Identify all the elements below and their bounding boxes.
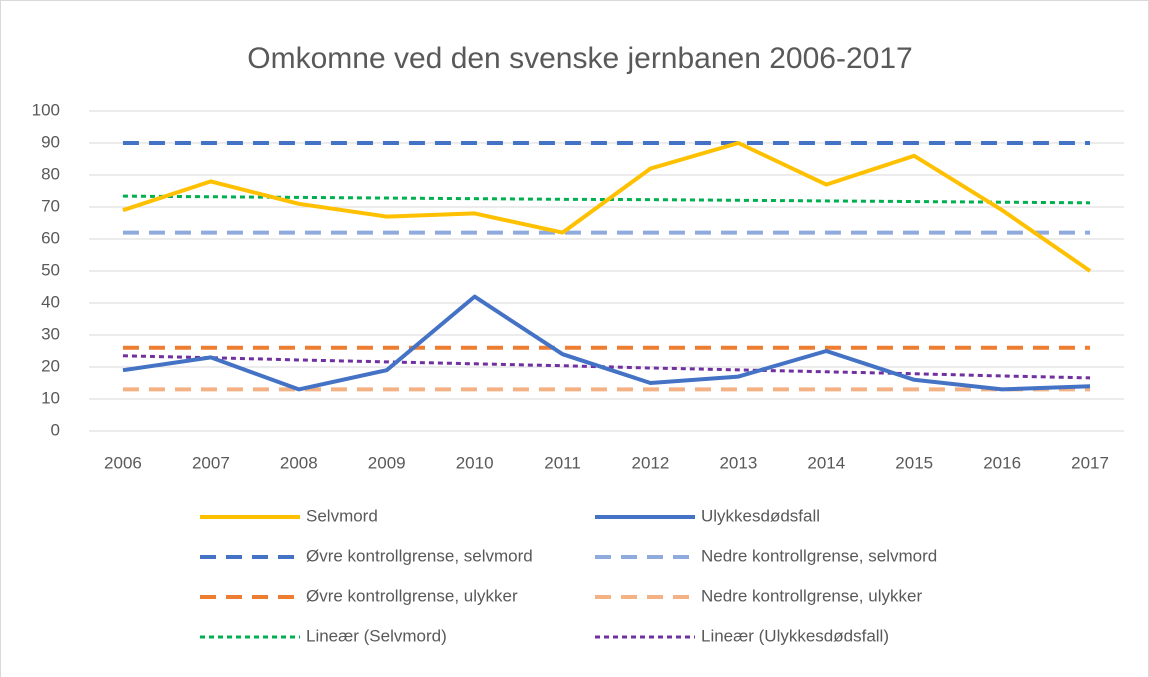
x-tick-label: 2011 (544, 453, 581, 472)
y-tick-label: 80 (41, 164, 60, 183)
legend-label: Lineær (Ulykkesdødsfall) (701, 626, 889, 645)
x-tick-label: 2010 (456, 453, 494, 472)
y-tick-label: 60 (41, 228, 60, 247)
series-line (122, 194, 1091, 205)
legend-label: Nedre kontrollgrense, selvmord (701, 546, 937, 565)
series-line (122, 141, 1092, 273)
legend-label: Nedre kontrollgrense, ulykker (701, 586, 922, 605)
legend-label: Øvre kontrollgrense, selvmord (306, 546, 533, 565)
y-tick-label: 40 (41, 292, 60, 311)
y-tick-label: 50 (41, 260, 60, 279)
legend-label: Selvmord (306, 506, 378, 525)
x-tick-label: 2014 (807, 453, 845, 472)
y-tick-label: 10 (41, 388, 60, 407)
x-tick-label: 2015 (895, 453, 933, 472)
y-tick-label: 70 (41, 196, 60, 215)
series-line (122, 294, 1091, 392)
y-tick-label: 0 (51, 420, 60, 439)
y-tick-label: 90 (41, 132, 60, 151)
x-tick-label: 2008 (280, 453, 318, 472)
x-tick-label: 2012 (632, 453, 670, 472)
x-tick-label: 2017 (1071, 453, 1109, 472)
chart-title: Omkomne ved den svenske jernbanen 2006-2… (247, 42, 912, 75)
x-tick-label: 2006 (104, 453, 142, 472)
x-tick-label: 2016 (983, 453, 1021, 472)
x-tick-label: 2013 (719, 453, 757, 472)
y-tick-label: 20 (41, 356, 60, 375)
legend-label: Lineær (Selvmord) (306, 626, 447, 645)
x-tick-label: 2007 (192, 453, 230, 472)
y-tick-label: 100 (32, 100, 60, 119)
x-tick-label: 2009 (368, 453, 406, 472)
legend-label: Ulykkesdødsfall (701, 506, 820, 525)
y-tick-label: 30 (41, 324, 60, 343)
legend-label: Øvre kontrollgrense, ulykker (306, 586, 518, 605)
